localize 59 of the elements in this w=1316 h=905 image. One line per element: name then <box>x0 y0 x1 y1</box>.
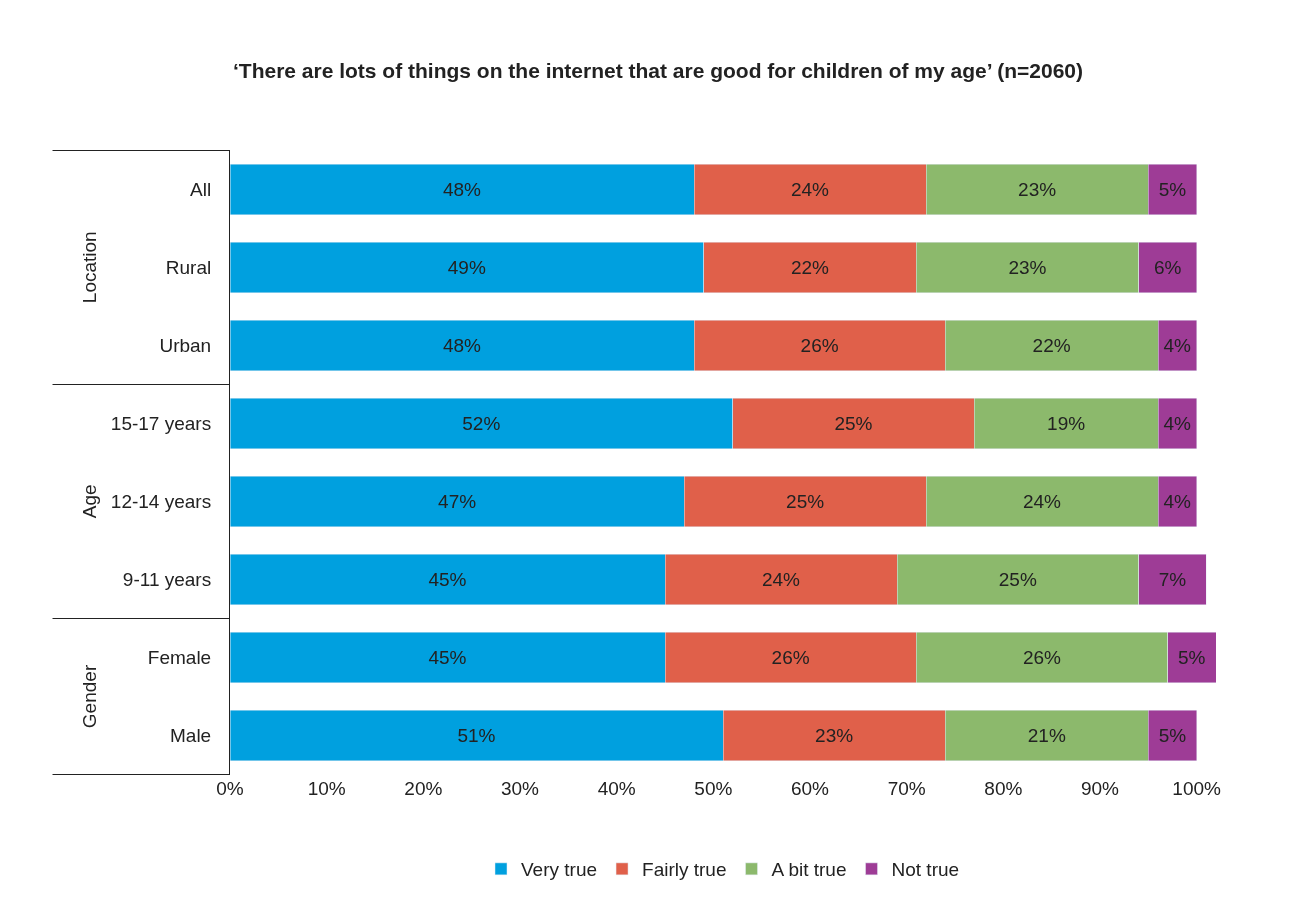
data-label: 7% <box>1158 569 1187 590</box>
data-label: 26% <box>800 335 839 356</box>
text: Age <box>79 484 101 519</box>
data-label: 52% <box>462 413 501 434</box>
text: Gender <box>79 664 101 729</box>
y-tick-label: All <box>190 179 212 201</box>
data-label: 4% <box>1163 413 1192 434</box>
y-tick-label: Male <box>170 725 212 747</box>
data-label: 26% <box>1022 647 1062 668</box>
data-label: 6% <box>1153 257 1182 278</box>
x-tick-label: 90% <box>1080 778 1120 799</box>
data-label: 5% <box>1178 647 1206 668</box>
x-tick-label: 60% <box>790 778 830 799</box>
data-label: 45% <box>428 647 467 668</box>
y-tick-label: Rural <box>165 257 212 279</box>
data-label: 25% <box>786 491 825 512</box>
data-label: 24% <box>1022 491 1062 512</box>
text: Location <box>79 231 101 304</box>
data-label: 22% <box>790 257 830 278</box>
x-tick-label: 20% <box>404 778 443 799</box>
x-tick-label: 0% <box>216 778 244 799</box>
data-label: 26% <box>771 647 810 668</box>
data-label: 49% <box>447 257 486 278</box>
x-tick-label: 10% <box>307 778 346 799</box>
data-label: 22% <box>1032 335 1071 356</box>
data-label: 5% <box>1158 179 1187 200</box>
x-tick-label: 70% <box>887 778 926 799</box>
data-label: 23% <box>1018 179 1057 200</box>
data-label: 19% <box>1047 413 1086 434</box>
data-label: 51% <box>457 725 496 746</box>
y-tick-label: Female <box>147 647 212 669</box>
data-label: 23% <box>815 725 854 746</box>
data-label: 25% <box>998 569 1037 590</box>
legend-label: A bit true <box>771 859 847 881</box>
data-label: 48% <box>442 335 482 356</box>
data-label: 24% <box>790 179 830 200</box>
y-tick-label: 12-14 years <box>110 491 212 513</box>
y-tick-label: 9-11 years <box>122 569 212 591</box>
legend-label: Not true <box>891 859 960 881</box>
data-label: 24% <box>761 569 801 590</box>
data-label: 47% <box>438 491 477 512</box>
data-label: 4% <box>1163 491 1192 512</box>
data-label: 48% <box>442 179 482 200</box>
x-tick-label: 80% <box>984 778 1023 799</box>
legend-label: Fairly true <box>642 859 727 881</box>
x-tick-label: 50% <box>694 778 733 799</box>
legend-label: Very true <box>521 859 598 881</box>
data-label: 21% <box>1027 725 1066 746</box>
x-tick-label: 30% <box>500 778 540 799</box>
x-tick-label: 100% <box>1172 778 1222 799</box>
x-tick-label: 40% <box>597 778 636 799</box>
data-label: 45% <box>428 569 467 590</box>
data-label: 5% <box>1158 725 1187 746</box>
data-label: 23% <box>1008 257 1047 278</box>
data-label: 25% <box>834 413 873 434</box>
data-label: 4% <box>1163 335 1192 356</box>
y-tick-label: 15-17 years <box>110 413 212 435</box>
y-tick-label: Urban <box>159 335 212 357</box>
chart-title: ‘There are lots of things on the internet that are good for children of my age’ (n=2060) <box>232 59 1084 83</box>
